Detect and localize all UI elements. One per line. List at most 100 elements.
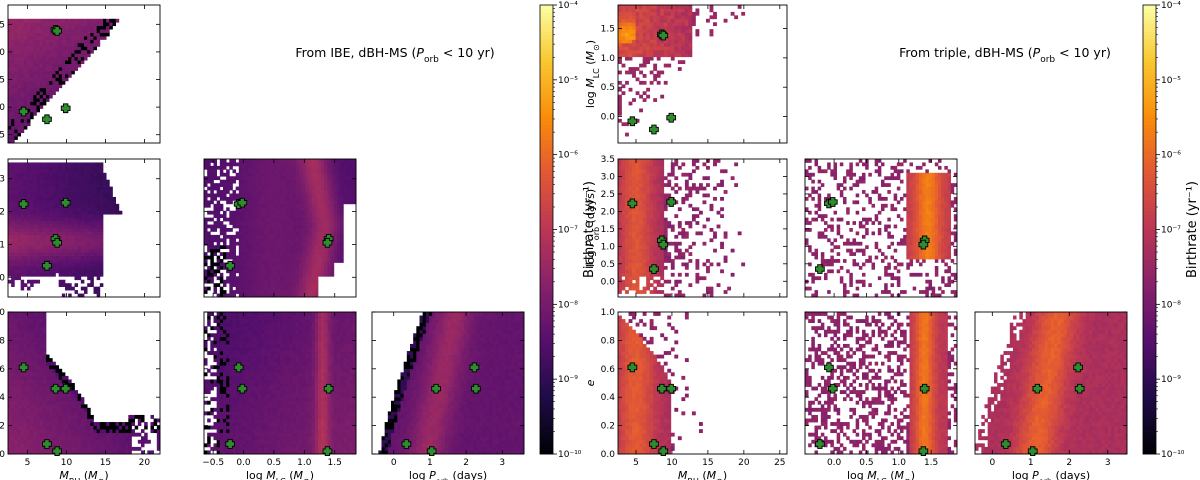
x-axis-label-porb: log Porb (days) <box>1012 469 1090 480</box>
colorbar-label: Birthrate (yr⁻¹) <box>1185 181 1200 278</box>
y-tick-label: 0.0 <box>0 450 5 460</box>
x-axis-label-porb: log Porb (days) <box>409 469 487 480</box>
x-tick-label: 15 <box>100 458 111 468</box>
y-tick-label: −0.5 <box>0 131 5 141</box>
x-tick-label: 5 <box>633 458 639 468</box>
corner-plot-figure: −0.50.00.51.01.5log MLC (M⊙)0123log Porb… <box>0 0 1200 480</box>
x-tick-label: 25 <box>774 458 785 468</box>
x-tick-label: 1.5 <box>924 458 938 468</box>
panel-triple-porb-e: 0 1 2 3 log Porb (days) <box>975 312 1127 480</box>
y-tick-label: 0 <box>0 273 5 283</box>
x-tick-label: 0.5 <box>267 458 281 468</box>
y-tick-label: 0.0 <box>601 450 616 460</box>
x-axis-label-mlc: log MLC (M⊙) <box>847 469 915 480</box>
y-tick-label: 0.4 <box>601 393 616 403</box>
y-tick-label: 0.2 <box>0 422 5 432</box>
y-tick-label: 1.0 <box>0 308 5 318</box>
y-tick-label: 0.6 <box>601 365 616 375</box>
panel-ibe-porb-e: 0 1 2 3 log Porb (days) <box>372 312 524 480</box>
colorbar-tick-label: 10⁻⁹ <box>558 375 578 385</box>
y-tick-label: 0.8 <box>601 336 616 346</box>
x-tick-label: 2 <box>1066 458 1072 468</box>
x-tick-label: 2 <box>463 458 469 468</box>
y-tick-label: 0.2 <box>601 422 615 432</box>
x-tick-label: 1 <box>427 458 433 468</box>
y-tick-label: 1.0 <box>601 54 616 64</box>
colorbar-triple: 10⁻¹⁰ 10⁻⁹ 10⁻⁸ 10⁻⁷ 10⁻⁶ 10⁻⁵ 10⁻⁴ Birthrate (… <box>1143 1 1200 460</box>
y-tick-label: 0.8 <box>0 336 5 346</box>
y-axis-label-mlc: log MLC (M⊙) <box>584 40 601 108</box>
x-axis-label-mbh: MBH (M⊙) <box>678 469 727 480</box>
y-tick-label: 1.0 <box>0 48 5 58</box>
y-tick-label: 2 <box>0 208 5 218</box>
y-tick-label: 3.5 <box>601 155 615 165</box>
y-tick-label: 0.0 <box>0 103 5 113</box>
colorbar-tick-label: 10⁻⁸ <box>1161 300 1181 310</box>
y-tick-label: 2.0 <box>601 207 616 217</box>
x-tick-label: 20 <box>738 458 750 468</box>
panel-triple-mlc-porb <box>805 159 957 297</box>
panel-triple-mlc-e: 0.0 0.5 1.0 1.5 log MLC (M⊙) <box>805 312 957 480</box>
x-axis-label-mbh: MBH (M⊙) <box>59 469 108 480</box>
x-tick-label: −0.5 <box>202 458 224 468</box>
x-tick-label: 1.0 <box>297 458 312 468</box>
colorbar-tick-label: 10⁻⁷ <box>558 226 578 236</box>
x-tick-label: 1.0 <box>892 458 907 468</box>
x-axis-label-mlc: log MLC (M⊙) <box>246 469 314 480</box>
x-tick-label: 10 <box>666 458 678 468</box>
y-tick-label: 0.5 <box>601 83 615 93</box>
y-tick-label: 1.0 <box>601 242 616 252</box>
figure-ibe: −0.5 0.0 0.5 1.0 1.5 log MLC (M⊙) 0 1 2 3 log Porb… <box>0 1 597 480</box>
x-tick-label: 0.5 <box>859 458 873 468</box>
x-tick-label: 1 <box>1028 458 1034 468</box>
y-tick-label: 0.0 <box>601 113 616 123</box>
x-tick-label: 0.0 <box>827 458 842 468</box>
x-tick-label: 15 <box>702 458 713 468</box>
y-tick-label: 0.6 <box>0 365 5 375</box>
panel-ibe-mlc-porb <box>204 159 356 297</box>
colorbar-tick-label: 10⁻⁶ <box>1161 151 1181 161</box>
colorbar-tick-label: 10⁻⁴ <box>1161 1 1181 11</box>
x-tick-label: 20 <box>139 458 151 468</box>
colorbar-tick-label: 10⁻¹⁰ <box>558 450 582 460</box>
colorbar-tick-label: 10⁻⁹ <box>1161 375 1181 385</box>
colorbar-tick-label: 10⁻⁷ <box>1161 226 1181 236</box>
x-tick-label: 0.0 <box>236 458 251 468</box>
x-tick-label: 0 <box>391 458 397 468</box>
title-triple: From triple, dBH-MS (Porb < 10 yr) <box>899 45 1111 65</box>
y-tick-label: 0.5 <box>0 76 5 86</box>
panel-ibe-mlc-e: −0.5 0.0 0.5 1.0 1.5 log MLC (M⊙) <box>202 312 356 480</box>
y-tick-label: 0.5 <box>601 260 615 270</box>
colorbar-tick-label: 10⁻⁴ <box>558 1 578 11</box>
y-tick-label: 0.4 <box>0 393 5 403</box>
colorbar-tick-label: 10⁻¹⁰ <box>1161 450 1185 460</box>
y-tick-label: 1.5 <box>0 20 5 30</box>
colorbar-tick-label: 10⁻⁵ <box>558 76 578 86</box>
x-tick-label: 3 <box>499 458 505 468</box>
title-ibe: From IBE, dBH-MS (Porb < 10 yr) <box>295 45 494 65</box>
y-tick-label: 2.5 <box>601 190 615 200</box>
x-tick-label: 10 <box>61 458 73 468</box>
colorbar-tick-label: 10⁻⁶ <box>558 151 578 161</box>
y-tick-label: 1.5 <box>601 24 615 34</box>
y-tick-label: 3.0 <box>601 172 616 182</box>
x-tick-label: 5 <box>25 458 31 468</box>
colorbar-tick-label: 10⁻⁸ <box>558 300 578 310</box>
y-tick-label: 1 <box>0 240 5 250</box>
y-axis-label-e: e <box>584 379 597 386</box>
colorbar-tick-label: 10⁻⁵ <box>1161 76 1181 86</box>
x-tick-label: 1.5 <box>328 458 342 468</box>
y-tick-label: 1.5 <box>601 225 615 235</box>
y-tick-label: 0.0 <box>601 277 616 287</box>
y-tick-label: 3 <box>0 175 5 185</box>
x-tick-label: 3 <box>1105 458 1111 468</box>
x-tick-label: 0 <box>989 458 995 468</box>
y-tick-label: 1.0 <box>601 308 616 318</box>
